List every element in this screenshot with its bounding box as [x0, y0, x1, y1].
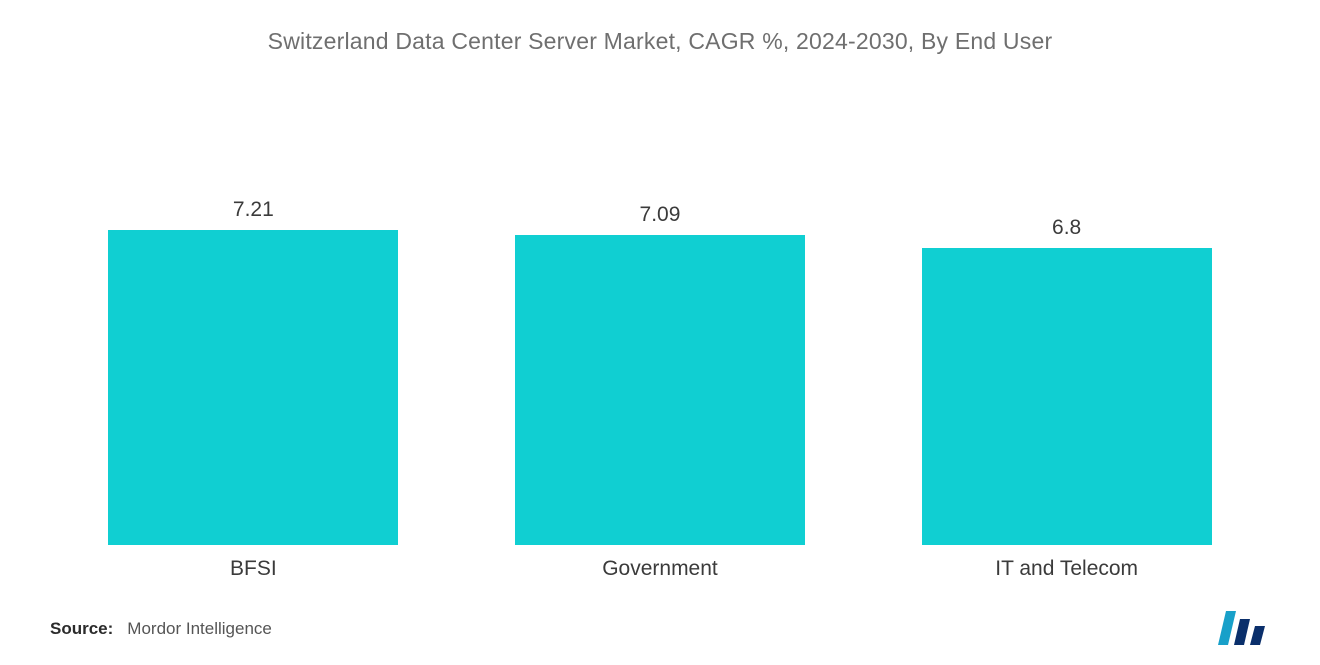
bar	[108, 230, 398, 545]
bar-column: 7.21	[108, 198, 398, 545]
chart-title: Switzerland Data Center Server Market, C…	[50, 28, 1270, 55]
bar-column: 6.8	[922, 216, 1212, 545]
chart-container: Switzerland Data Center Server Market, C…	[0, 0, 1320, 665]
plot-area: 7.21 7.09 6.8	[50, 115, 1270, 545]
logo-bar-1	[1218, 611, 1236, 645]
category-label: Government	[515, 557, 805, 581]
source-value: Mordor Intelligence	[127, 619, 272, 639]
bar	[922, 248, 1212, 545]
bar	[515, 235, 805, 545]
bar-value-label: 7.09	[640, 203, 681, 227]
brand-logo-icon	[1216, 611, 1270, 645]
category-label: IT and Telecom	[922, 557, 1212, 581]
bar-value-label: 7.21	[233, 198, 274, 222]
x-axis: BFSI Government IT and Telecom	[50, 557, 1270, 581]
category-label: BFSI	[108, 557, 398, 581]
logo-bar-2	[1234, 619, 1250, 645]
source-footer: Source: Mordor Intelligence	[50, 619, 272, 639]
logo-bar-3	[1250, 626, 1265, 645]
bar-value-label: 6.8	[1052, 216, 1081, 240]
source-label: Source:	[50, 619, 113, 639]
bar-column: 7.09	[515, 203, 805, 545]
